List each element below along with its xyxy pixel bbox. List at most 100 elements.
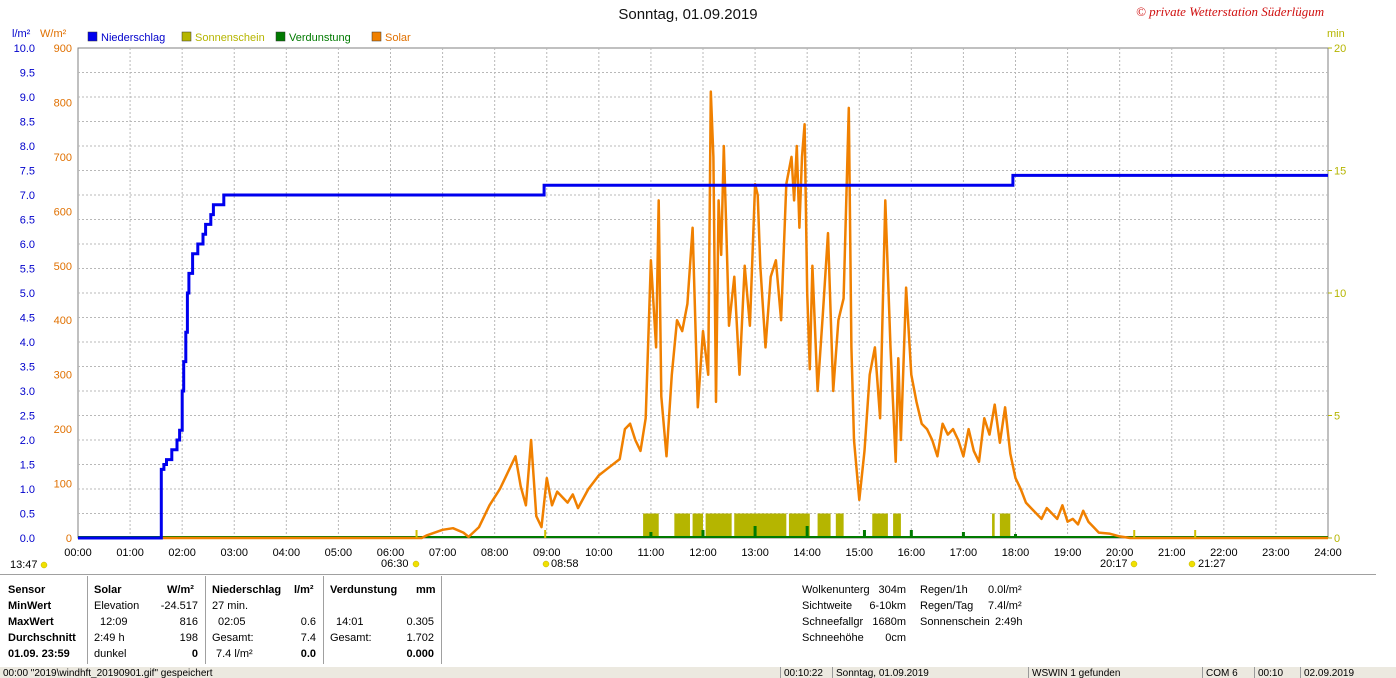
solar-axis-tick: 500 (54, 261, 72, 273)
row-label-max: MaxWert (8, 616, 54, 628)
cloudbase-value: 304m (878, 584, 906, 596)
sunshine-bar (817, 513, 831, 538)
snowdepth-label: Schneehöhe (802, 632, 864, 644)
rain-axis-tick: 3.5 (20, 362, 35, 374)
x-tick-label: 10:00 (585, 547, 613, 559)
solar-header: Solar (94, 584, 122, 596)
right-axis-tick: 15 (1334, 166, 1346, 178)
right-axis-unit: min (1327, 28, 1345, 40)
station-credit: © private Wetterstation Süderlügum (1136, 4, 1325, 19)
status-interval: 00:10 (1254, 667, 1294, 678)
marker-time-label: 20:17 (1100, 558, 1128, 570)
rain-day-label: Regen/Tag (920, 600, 974, 612)
x-tick-label: 22:00 (1210, 547, 1238, 559)
x-tick-label: 14:00 (793, 547, 821, 559)
evaporation-mark (649, 532, 653, 538)
solar-axis-tick: 600 (54, 206, 72, 218)
legend-swatch (181, 31, 192, 42)
evaporation-mark (862, 530, 866, 538)
x-tick-label: 02:00 (168, 547, 196, 559)
sun-marker-icon (40, 561, 48, 569)
rain-axis-tick: 0.5 (20, 509, 35, 521)
legend-label: Niederschlag (101, 32, 165, 44)
rain-axis-tick: 5.5 (20, 264, 35, 276)
status-connection: WSWIN 1 gefunden (1028, 667, 1202, 678)
evap-max-time: 14:01 (336, 616, 364, 628)
right-axis-tick: 0 (1334, 533, 1340, 545)
x-tick-label: 19:00 (1054, 547, 1082, 559)
solar-axis-tick: 0 (66, 533, 72, 545)
rain-axis-tick: 0.0 (20, 533, 35, 545)
legend-swatch (275, 31, 286, 42)
row-label-avg: Durchschnitt (8, 632, 76, 644)
x-tick-label: 09:00 (533, 547, 561, 559)
sunshine-bar (692, 513, 703, 538)
evap-header: Verdunstung (330, 584, 398, 596)
sunshine-bar (872, 513, 888, 538)
solar-unit: W/m² (167, 584, 194, 596)
right-axis-tick: 10 (1334, 288, 1346, 300)
snowline-label: Schneefallgr (802, 616, 864, 628)
status-day: 02.09.2019 (1300, 667, 1394, 678)
rain-unit: l/m² (294, 584, 314, 596)
rain-axis-tick: 7.5 (20, 166, 35, 178)
rain-axis-tick: 2.5 (20, 411, 35, 423)
summary-panel (0, 574, 1376, 668)
x-tick-label: 24:00 (1314, 547, 1342, 559)
evaporation-mark (701, 530, 705, 538)
right-axis-tick: 20 (1334, 43, 1346, 55)
rain-max-value: 0.6 (300, 616, 316, 628)
solar-max-value: 816 (179, 616, 198, 628)
rain-axis-tick: 8.5 (20, 117, 35, 129)
sun-marker-icon (542, 560, 550, 568)
x-tick-label: 23:00 (1262, 547, 1290, 559)
solar-axis-tick: 300 (54, 370, 72, 382)
divider (441, 576, 442, 664)
marker-time-label: 13:47 (10, 559, 38, 571)
rain-current-text: 7.4 l/m² (216, 648, 253, 660)
x-tick-label: 11:00 (638, 547, 665, 559)
rain-axis-tick: 5.0 (20, 288, 35, 300)
rain-1h-value: 0.0l/m² (988, 584, 1022, 596)
solar-min-time: Elevation (94, 600, 140, 612)
rain-axis-tick: 6.5 (20, 215, 35, 227)
rain-header: Niederschlag (212, 584, 282, 596)
x-tick-label: 03:00 (220, 547, 248, 559)
visibility-value: 6-10km (869, 600, 906, 612)
marker-time-label: 08:58 (551, 558, 579, 570)
evap-total-label: Gesamt: (330, 632, 372, 644)
weather-chart: 00:00 01:00 02:00 03:00 04:00 05:00 06:00 07:00… (10, 28, 1346, 571)
x-tick-label: 01:00 (116, 547, 144, 559)
evap-total-value: 1.702 (406, 632, 434, 644)
x-tick-label: 21:00 (1158, 547, 1186, 559)
rain-axis-tick: 9.5 (20, 68, 35, 80)
sunshine-bar (674, 513, 690, 538)
solar-axis-unit: W/m² (40, 28, 67, 40)
x-tick-label: 15:00 (845, 547, 873, 559)
solar-avg-value: 198 (179, 632, 198, 644)
status-date: Sonntag, 01.09.2019 (832, 667, 1026, 678)
rain-axis-tick: 10.0 (14, 43, 35, 55)
solar-current-state: dunkel (94, 648, 127, 660)
marker-time-label: 21:27 (1198, 558, 1226, 570)
right-axis-tick: 5 (1334, 411, 1340, 423)
x-tick-label: 07:00 (429, 547, 457, 559)
snowline-value: 1680m (872, 616, 906, 628)
sun-marker-icon (1188, 560, 1196, 568)
x-tick-label: 17:00 (950, 547, 978, 559)
x-tick-label: 16:00 (898, 547, 926, 559)
sun-marker-icon (1130, 560, 1138, 568)
rain-axis-tick: 4.5 (20, 313, 35, 325)
row-label-current: 01.09. 23:59 (8, 648, 70, 660)
sunshine-bar (643, 513, 659, 538)
rain-axis-tick: 1.0 (20, 484, 35, 496)
sunshine-bar (893, 513, 901, 538)
sunshine-bar (999, 513, 1011, 538)
legend-swatch (87, 31, 98, 42)
marker-time-label: 06:30 (381, 558, 409, 570)
evap-current-value: 0.000 (406, 648, 434, 660)
evap-unit: mm (416, 584, 436, 596)
solar-avg-time: 2:49 h (94, 632, 125, 644)
sunshine-label: Sonnenschein (920, 616, 990, 628)
row-label-min: MinWert (8, 600, 52, 612)
